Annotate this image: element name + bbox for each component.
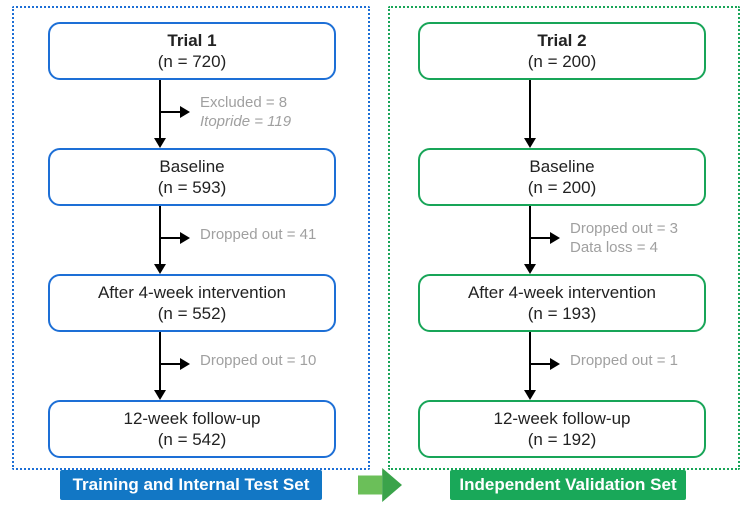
flow-line [529, 206, 531, 266]
flow-line [159, 332, 161, 392]
annotation: Dropped out = 3Data loss = 4 [570, 220, 678, 258]
node-title: After 4-week intervention [98, 282, 286, 303]
arrowhead-down-icon [524, 138, 536, 148]
right-node-2: After 4-week intervention(n = 193) [418, 274, 706, 332]
arrowhead-down-icon [154, 390, 166, 400]
left-node-3: 12-week follow-up(n = 542) [48, 400, 336, 458]
node-sub: (n = 200) [528, 177, 597, 198]
arrowhead-right-icon [180, 106, 190, 118]
annotation: Dropped out = 41 [200, 226, 316, 245]
right-node-1: Baseline(n = 200) [418, 148, 706, 206]
big-arrow-icon [358, 468, 402, 502]
node-sub: (n = 193) [528, 303, 597, 324]
annotation: Excluded = 8Itopride = 119 [200, 94, 291, 132]
node-title: Baseline [529, 156, 594, 177]
left-node-1: Baseline(n = 593) [48, 148, 336, 206]
arrowhead-right-icon [550, 232, 560, 244]
left-node-0: Trial 1(n = 720) [48, 22, 336, 80]
branch-line [530, 237, 552, 239]
node-title: Trial 2 [537, 30, 586, 51]
flow-line [159, 80, 161, 140]
arrowhead-down-icon [154, 138, 166, 148]
node-title: 12-week follow-up [493, 408, 630, 429]
branch-line [160, 111, 182, 113]
left-banner: Training and Internal Test Set [60, 470, 322, 500]
node-sub: (n = 542) [158, 429, 227, 450]
flow-line [529, 80, 531, 140]
arrowhead-right-icon [550, 358, 560, 370]
annotation: Dropped out = 1 [570, 352, 678, 371]
right-banner: Independent Validation Set [450, 470, 686, 500]
branch-line [160, 363, 182, 365]
arrowhead-right-icon [180, 358, 190, 370]
left-node-2: After 4-week intervention(n = 552) [48, 274, 336, 332]
flow-line [159, 206, 161, 266]
arrowhead-down-icon [524, 264, 536, 274]
node-sub: (n = 200) [528, 51, 597, 72]
node-title: 12-week follow-up [123, 408, 260, 429]
node-title: Trial 1 [167, 30, 216, 51]
branch-line [530, 363, 552, 365]
branch-line [160, 237, 182, 239]
arrowhead-down-icon [524, 390, 536, 400]
flow-line [529, 332, 531, 392]
right-node-0: Trial 2(n = 200) [418, 22, 706, 80]
node-title: After 4-week intervention [468, 282, 656, 303]
arrowhead-down-icon [154, 264, 166, 274]
right-node-3: 12-week follow-up(n = 192) [418, 400, 706, 458]
node-sub: (n = 593) [158, 177, 227, 198]
arrowhead-right-icon [180, 232, 190, 244]
canvas: Trial 1(n = 720)Baseline(n = 593)After 4… [0, 0, 749, 514]
node-sub: (n = 192) [528, 429, 597, 450]
node-sub: (n = 720) [158, 51, 227, 72]
node-title: Baseline [159, 156, 224, 177]
node-sub: (n = 552) [158, 303, 227, 324]
annotation: Dropped out = 10 [200, 352, 316, 371]
